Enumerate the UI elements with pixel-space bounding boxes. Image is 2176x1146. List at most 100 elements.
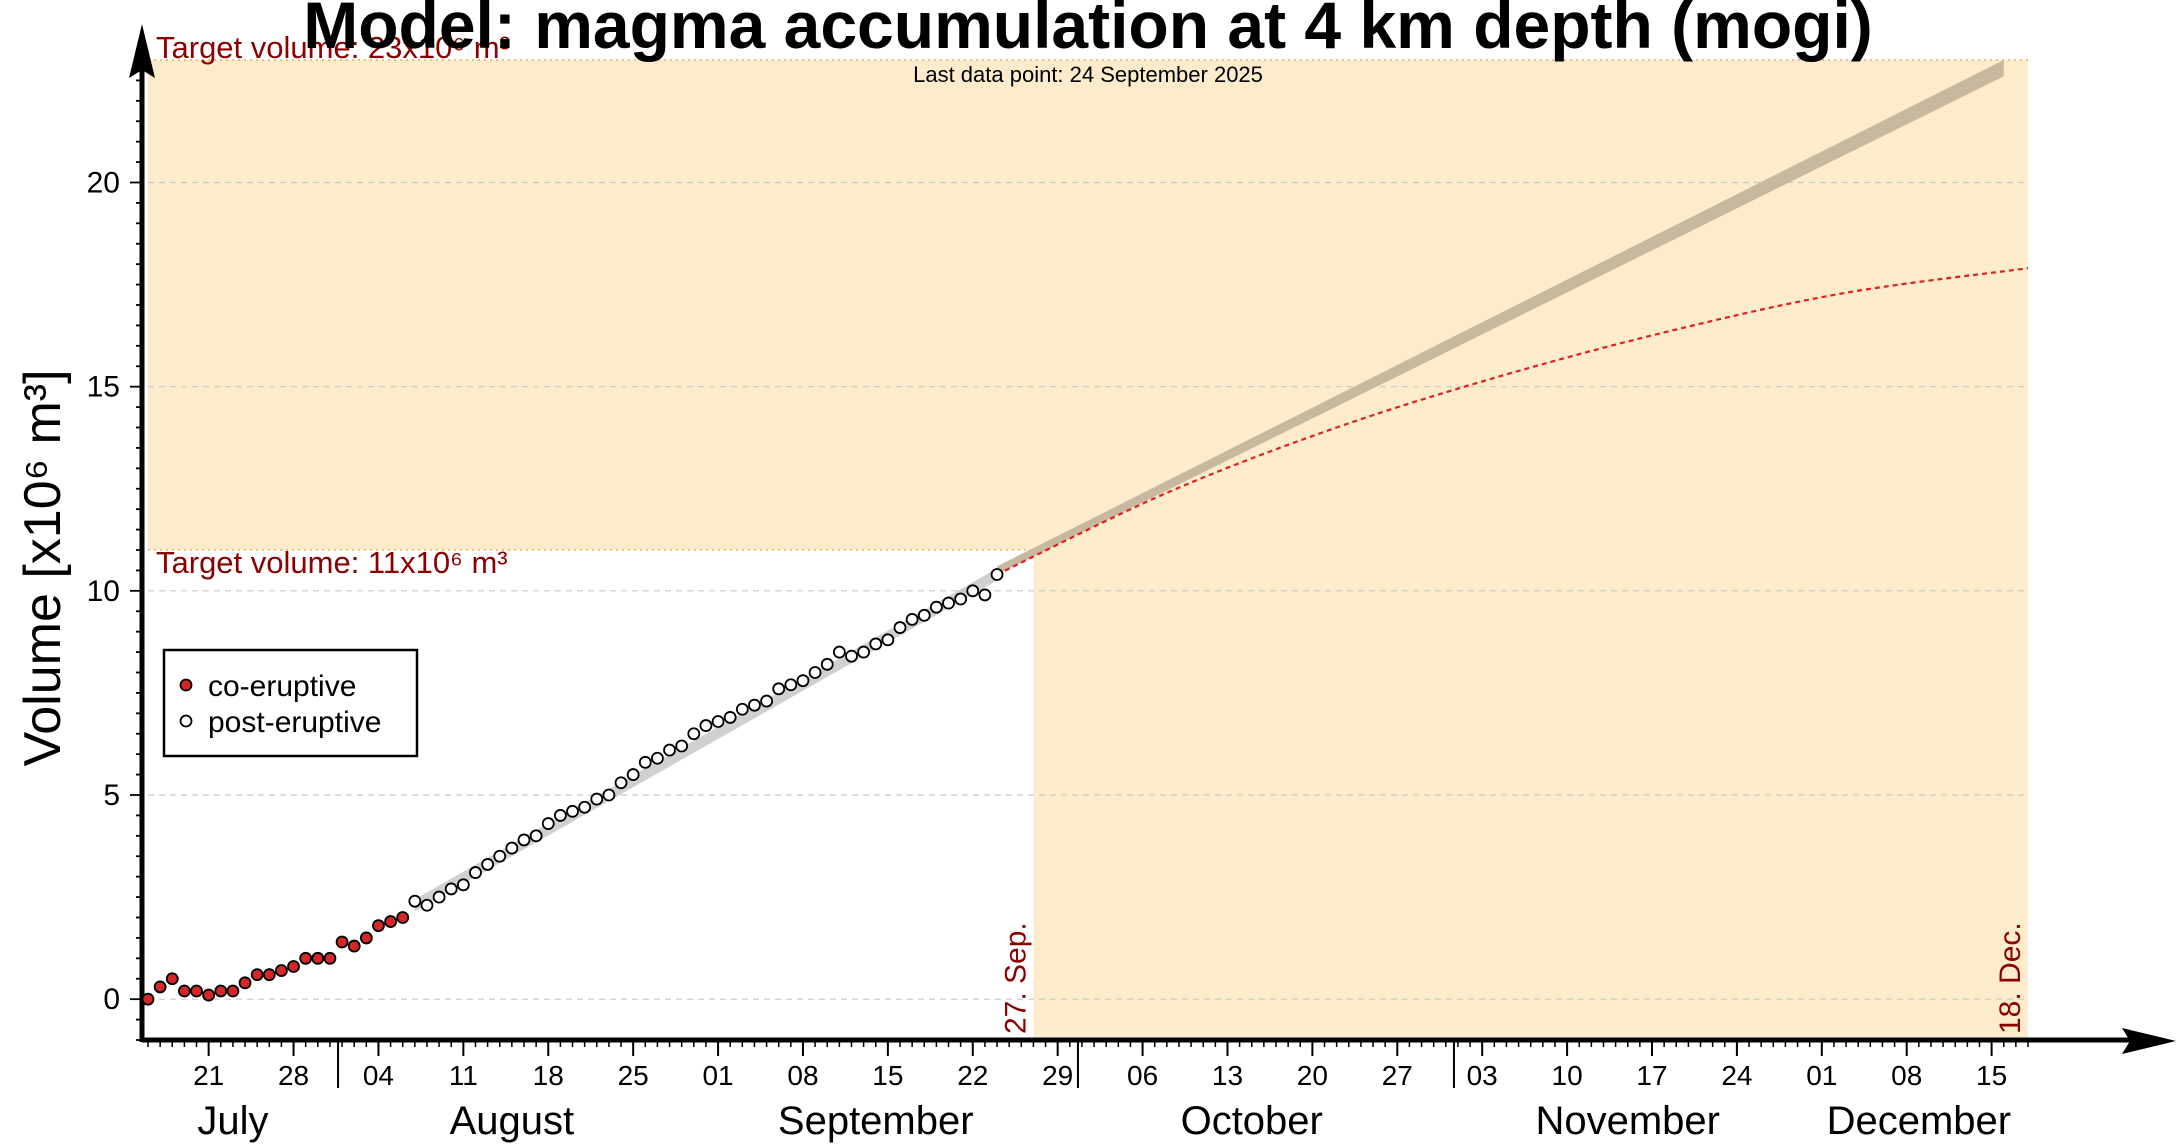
post-eruptive-point bbox=[857, 645, 871, 659]
x-tick-label: 29 bbox=[1042, 1060, 1073, 1091]
co-eruptive-point bbox=[311, 951, 325, 965]
chart-subtitle: Last data point: 24 September 2025 bbox=[913, 62, 1263, 87]
post-eruptive-point bbox=[905, 613, 919, 626]
post-eruptive-point bbox=[529, 829, 543, 843]
post-eruptive-point bbox=[578, 800, 592, 814]
x-tick-label: 17 bbox=[1636, 1060, 1667, 1091]
month-label: July bbox=[197, 1099, 268, 1143]
x-tick-label: 15 bbox=[1976, 1060, 2007, 1091]
y-axis-label: Volume [x10⁶ m³] bbox=[14, 369, 72, 766]
post-eruptive-point bbox=[614, 776, 628, 790]
co-eruptive-point bbox=[250, 968, 264, 982]
post-eruptive-point bbox=[748, 698, 761, 712]
x-tick-label: 03 bbox=[1467, 1060, 1498, 1091]
target-lower-label: Target volume: 11x10⁶ m³ bbox=[156, 545, 508, 580]
post-eruptive-point bbox=[408, 894, 422, 908]
post-eruptive-point bbox=[966, 584, 980, 598]
post-eruptive-point bbox=[735, 702, 749, 716]
x-tick-label: 21 bbox=[193, 1060, 224, 1091]
post-eruptive-point bbox=[541, 817, 555, 830]
post-eruptive-point bbox=[942, 596, 955, 610]
co-eruptive-point bbox=[153, 980, 167, 994]
co-eruptive-point bbox=[226, 984, 240, 998]
co-eruptive-point bbox=[165, 972, 179, 986]
y-tick-label: 20 bbox=[87, 167, 120, 200]
target-upper-label: Target volume: 23x10⁶ m³ bbox=[156, 30, 510, 65]
post-eruptive-point bbox=[590, 792, 604, 806]
post-eruptive-point bbox=[432, 890, 446, 904]
co-eruptive-point bbox=[287, 960, 300, 973]
x-tick-label: 06 bbox=[1127, 1060, 1158, 1091]
axes: 0 5 10 15 20 21 28 04 11 18 25 01 08 15 22 29 06 13 20 27 03… bbox=[87, 24, 2176, 1143]
post-eruptive-point bbox=[699, 719, 713, 732]
post-eruptive-point bbox=[845, 649, 858, 663]
post-eruptive-point bbox=[796, 674, 810, 688]
post-eruptive-point bbox=[929, 600, 943, 614]
x-tick-label: 15 bbox=[872, 1060, 903, 1091]
co-eruptive-point bbox=[396, 911, 410, 924]
post-eruptive-point bbox=[553, 809, 567, 822]
x-tick-label: 11 bbox=[449, 1060, 478, 1091]
post-eruptive-point bbox=[651, 751, 664, 765]
post-eruptive-point bbox=[772, 682, 786, 696]
post-eruptive-point bbox=[626, 768, 640, 781]
co-eruptive-point bbox=[202, 988, 216, 1002]
post-eruptive-point bbox=[517, 833, 531, 847]
post-eruptive-point bbox=[832, 645, 846, 659]
legend-co-eruptive-label: co-eruptive bbox=[208, 670, 356, 703]
x-tick-label: 01 bbox=[702, 1060, 733, 1091]
x-tick-label: 13 bbox=[1212, 1060, 1243, 1091]
co-eruptive-point bbox=[238, 976, 252, 990]
post-eruptive-point bbox=[808, 666, 822, 679]
y-tick-label: 10 bbox=[87, 575, 120, 608]
post-eruptive-point bbox=[978, 588, 992, 602]
y-tick-label: 0 bbox=[103, 983, 120, 1016]
x-tick-label: 20 bbox=[1297, 1060, 1328, 1091]
co-eruptive-point bbox=[323, 951, 337, 965]
co-eruptive-point bbox=[190, 984, 203, 998]
month-label: September bbox=[778, 1099, 974, 1143]
post-eruptive-point bbox=[566, 804, 579, 818]
post-eruptive-point bbox=[711, 715, 725, 728]
post-eruptive-point bbox=[954, 592, 968, 606]
x-tick-label: 22 bbox=[957, 1060, 988, 1091]
post-eruptive-point bbox=[420, 898, 434, 912]
grid-lines bbox=[148, 181, 2028, 1000]
window-end-label: 18. Dec. bbox=[1994, 922, 2027, 1034]
x-tick-label: 28 bbox=[278, 1060, 309, 1091]
co-eruptive-point bbox=[275, 964, 288, 977]
x-tick-label: 04 bbox=[363, 1060, 394, 1091]
co-eruptive-point bbox=[372, 919, 385, 933]
month-label: August bbox=[450, 1099, 575, 1143]
legend-post-eruptive-label: post-eruptive bbox=[208, 706, 381, 739]
post-eruptive-point bbox=[869, 637, 883, 651]
y-tick-label: 15 bbox=[87, 371, 120, 404]
window-start-label: 27. Sep. bbox=[999, 922, 1032, 1034]
co-eruptive-point bbox=[177, 984, 191, 998]
post-eruptive-point bbox=[784, 678, 798, 692]
post-eruptive-point bbox=[881, 633, 895, 647]
x-tick-label: 25 bbox=[618, 1060, 649, 1091]
chart-labels: Volume [x10⁶ m³] Target volume: 23x10⁶ m³… bbox=[14, 30, 2027, 1034]
month-label: November bbox=[1535, 1099, 1720, 1143]
legend-co-eruptive-marker bbox=[179, 678, 193, 692]
x-tick-label: 01 bbox=[1806, 1060, 1837, 1091]
x-tick-label: 08 bbox=[1891, 1060, 1922, 1091]
x-tick-label: 10 bbox=[1552, 1060, 1583, 1091]
post-eruptive-point bbox=[638, 755, 652, 769]
legend: co-eruptive post-eruptive bbox=[162, 648, 419, 758]
post-eruptive-point bbox=[990, 568, 1004, 581]
post-eruptive-point bbox=[602, 788, 616, 802]
post-eruptive-point bbox=[893, 621, 907, 634]
post-eruptive-point bbox=[820, 657, 834, 671]
x-tick-label: 27 bbox=[1382, 1060, 1413, 1091]
co-eruptive-point bbox=[359, 931, 373, 945]
co-eruptive-point bbox=[384, 915, 397, 928]
y-tick-label: 5 bbox=[103, 779, 120, 812]
post-eruptive-point bbox=[481, 858, 495, 871]
x-axis-arrow bbox=[2122, 1028, 2176, 1054]
post-eruptive-point bbox=[469, 866, 482, 879]
post-eruptive-point bbox=[444, 882, 458, 896]
x-tick-label: 08 bbox=[787, 1060, 818, 1091]
